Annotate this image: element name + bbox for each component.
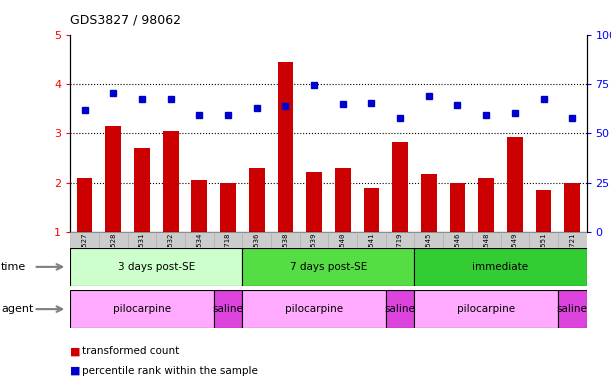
Bar [70, 232, 99, 248]
Bar [306, 172, 322, 232]
Bar [185, 232, 214, 248]
Text: GSM367541: GSM367541 [368, 233, 375, 273]
Bar [386, 290, 414, 328]
Text: immediate: immediate [472, 262, 529, 272]
Bar [500, 232, 529, 248]
Bar [214, 232, 243, 248]
Bar [70, 248, 243, 286]
Text: 3 days post-SE: 3 days post-SE [118, 262, 195, 272]
Text: transformed count: transformed count [82, 346, 180, 356]
Bar [70, 290, 214, 328]
Text: pilocarpine: pilocarpine [285, 304, 343, 314]
Text: GSM367718: GSM367718 [225, 233, 231, 273]
Bar [507, 137, 523, 232]
Bar [558, 290, 587, 328]
Text: GSM367540: GSM367540 [340, 233, 346, 273]
Text: GSM367545: GSM367545 [426, 233, 432, 273]
Bar [191, 180, 207, 232]
Text: pilocarpine: pilocarpine [113, 304, 171, 314]
Bar [565, 183, 580, 232]
Text: GSM367721: GSM367721 [569, 233, 575, 273]
Bar [536, 190, 551, 232]
Bar [243, 290, 386, 328]
Bar [414, 232, 443, 248]
Bar [386, 232, 414, 248]
Text: GSM367719: GSM367719 [397, 233, 403, 273]
Bar [271, 232, 300, 248]
Text: GSM367536: GSM367536 [254, 233, 260, 273]
Bar [243, 248, 414, 286]
Text: ■: ■ [70, 366, 81, 376]
Bar [478, 178, 494, 232]
Text: GDS3827 / 98062: GDS3827 / 98062 [70, 13, 181, 26]
Text: agent: agent [1, 304, 34, 314]
Text: saline: saline [557, 304, 588, 314]
Bar [156, 232, 185, 248]
Bar [277, 62, 293, 232]
Bar [214, 290, 243, 328]
Bar [163, 131, 178, 232]
Bar [106, 126, 121, 232]
Bar [128, 232, 156, 248]
Text: GSM367532: GSM367532 [167, 233, 174, 273]
Text: time: time [1, 262, 26, 272]
Text: GSM367539: GSM367539 [311, 233, 317, 273]
Bar [529, 232, 558, 248]
Bar [392, 142, 408, 232]
Text: GSM367538: GSM367538 [282, 233, 288, 273]
Text: 7 days post-SE: 7 days post-SE [290, 262, 367, 272]
Bar [220, 183, 236, 232]
Bar [243, 232, 271, 248]
Text: percentile rank within the sample: percentile rank within the sample [82, 366, 258, 376]
Bar [443, 232, 472, 248]
Bar [357, 232, 386, 248]
Text: GSM367534: GSM367534 [196, 233, 202, 273]
Bar [329, 232, 357, 248]
Bar [99, 232, 128, 248]
Bar [558, 232, 587, 248]
Text: pilocarpine: pilocarpine [457, 304, 515, 314]
Bar [421, 174, 437, 232]
Bar [450, 183, 466, 232]
Text: GSM367549: GSM367549 [512, 233, 518, 273]
Text: ■: ■ [70, 346, 81, 356]
Bar [414, 290, 558, 328]
Bar [414, 248, 587, 286]
Bar [77, 178, 92, 232]
Text: saline: saline [385, 304, 415, 314]
Bar [472, 232, 500, 248]
Bar [335, 168, 351, 232]
Text: GSM367546: GSM367546 [455, 233, 461, 273]
Text: GSM367527: GSM367527 [82, 233, 87, 273]
Bar [249, 168, 265, 232]
Text: GSM367548: GSM367548 [483, 233, 489, 273]
Bar [134, 148, 150, 232]
Text: saline: saline [213, 304, 243, 314]
Text: GSM367551: GSM367551 [541, 233, 546, 273]
Bar [300, 232, 329, 248]
Bar [364, 188, 379, 232]
Text: GSM367528: GSM367528 [111, 233, 116, 273]
Text: GSM367531: GSM367531 [139, 233, 145, 273]
